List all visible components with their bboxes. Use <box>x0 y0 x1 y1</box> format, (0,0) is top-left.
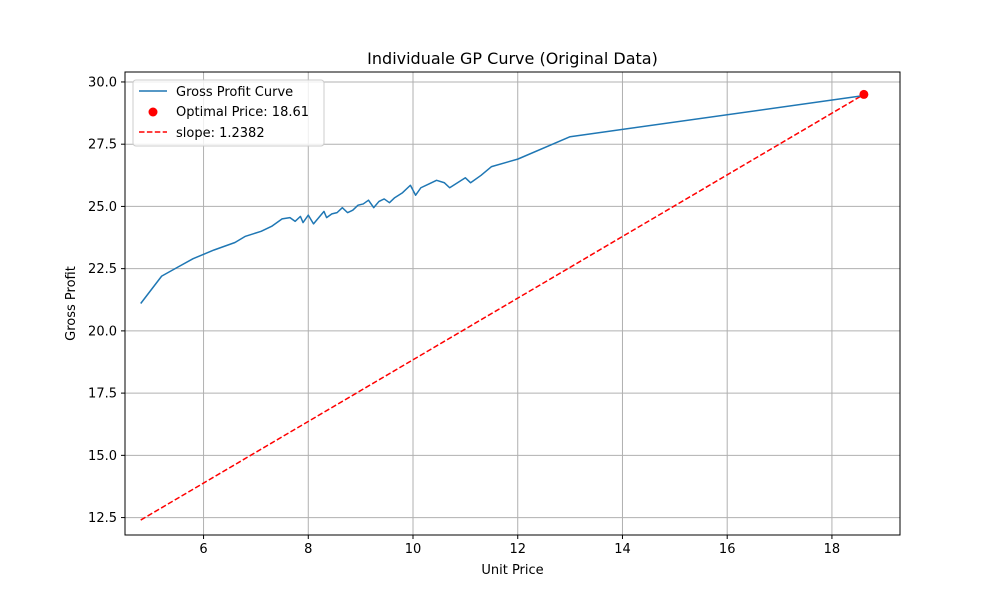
y-tick-label: 20.0 <box>88 324 117 339</box>
y-tick-label: 22.5 <box>88 262 117 277</box>
x-tick-label: 16 <box>719 542 736 557</box>
grid-lines <box>125 72 900 535</box>
y-tick-label: 25.0 <box>88 200 117 215</box>
legend-label-optimal-price: Optimal Price: 18.61 <box>176 105 309 120</box>
y-tick-label: 30.0 <box>88 75 117 90</box>
gross-profit-curve-line <box>140 94 864 304</box>
legend: Gross Profit Curve Optimal Price: 18.61 … <box>132 79 325 147</box>
x-tick-label: 8 <box>304 542 312 557</box>
plot-area <box>140 89 869 521</box>
legend-dot-swatch <box>148 107 158 117</box>
legend-box <box>132 79 325 147</box>
axes-frame <box>124 71 901 536</box>
x-tick-label: 6 <box>199 542 207 557</box>
axis-ticks: 6 8 10 12 14 16 18 12.5 15.0 17.5 20.0 22.5 25.0 27.5… <box>88 75 840 557</box>
legend-label-slope: slope: 1.2382 <box>176 126 265 141</box>
x-tick-label: 18 <box>824 542 841 557</box>
optimal-price-point <box>859 89 869 99</box>
slope-dashed-line <box>140 93 865 521</box>
y-tick-label: 27.5 <box>88 138 117 153</box>
y-tick-label: 12.5 <box>88 511 117 526</box>
x-axis-label: Unit Price <box>481 563 543 578</box>
y-axis-label: Gross Profit <box>64 266 79 341</box>
legend-label-gp-curve: Gross Profit Curve <box>176 85 293 100</box>
x-tick-label: 14 <box>614 542 631 557</box>
y-tick-label: 15.0 <box>88 449 117 464</box>
y-tick-label: 17.5 <box>88 387 117 402</box>
chart-title: Individuale GP Curve (Original Data) <box>367 49 658 68</box>
x-tick-label: 10 <box>405 542 422 557</box>
x-tick-label: 12 <box>509 542 526 557</box>
